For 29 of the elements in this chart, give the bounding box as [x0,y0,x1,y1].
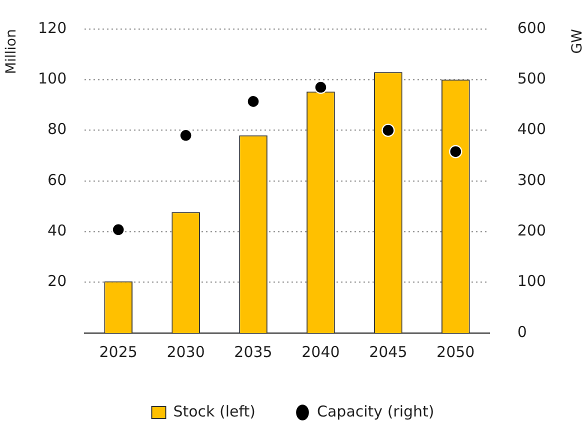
y-tick-label: 60 [48,170,67,189]
x-tick-label: 2040 [302,342,340,361]
y2-tick-label: 200 [517,222,546,240]
legend-label: Capacity (right) [317,402,434,420]
x-tick-label: 2035 [234,342,272,361]
point [179,128,192,142]
y-axis-title: Million [4,29,20,74]
x-tick-label: 2025 [99,342,138,361]
y2-tick-label: 400 [517,120,546,138]
x-tick-label: 2045 [369,342,408,361]
y-tick-label: 40 [48,222,67,240]
point [449,145,462,158]
legend-label: Stock (left) [173,402,256,420]
y2-tick-label: 500 [517,70,546,88]
y-tick-label: 120 [38,18,67,37]
point [246,94,260,108]
y2-axis-title: GW [570,28,586,54]
y-tick-label: 20 [48,272,67,290]
y2-tick-label: 0 [517,322,527,341]
point [314,80,328,94]
y-tick-label: 80 [48,120,67,138]
y2-tick-label: 600 [517,18,546,37]
y2-tick-label: 100 [517,272,546,290]
point [382,124,395,137]
point [112,223,125,236]
x-tick-label: 2050 [436,342,475,361]
y-tick-label: 100 [38,70,67,88]
x-tick-label: 2030 [166,342,205,361]
y2-tick-label: 300 [517,170,546,189]
